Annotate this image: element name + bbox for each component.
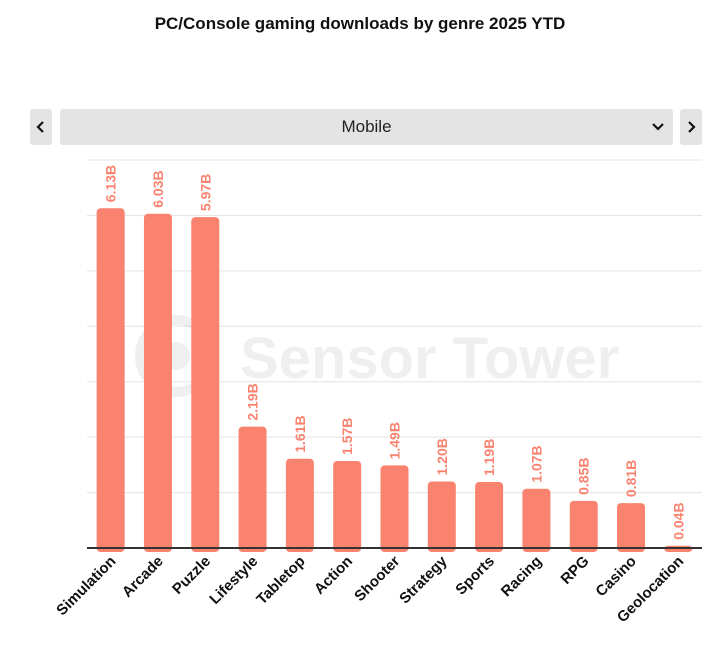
bar-chart: Sensor Tower 6.13B 6.03B 5.97B 2.19B 1.61B 1.…	[53, 159, 702, 626]
platform-dropdown[interactable]: Mobile	[60, 109, 673, 145]
category-label: Strategy	[396, 552, 451, 607]
category-label: Sports	[452, 553, 498, 599]
chevron-left-icon	[36, 121, 44, 133]
value-label: 0.85B	[576, 458, 592, 495]
bar	[617, 503, 646, 552]
chart-title: PC/Console gaming downloads by genre 202…	[154, 14, 566, 33]
value-label: 1.57B	[339, 418, 355, 455]
category-label: Puzzle	[169, 553, 214, 598]
bar	[475, 482, 504, 552]
bar	[569, 500, 598, 552]
value-label: 5.97B	[197, 174, 213, 211]
category-label: Tabletop	[253, 553, 308, 608]
bar	[522, 488, 551, 552]
bar	[143, 213, 172, 552]
value-label: 6.13B	[103, 165, 119, 202]
value-labels: 6.13B 6.03B 5.97B 2.19B 1.61B 1.57B 1.49B 1.20B…	[103, 165, 687, 540]
category-label: Racing	[498, 553, 545, 600]
value-label: 0.04B	[670, 502, 686, 539]
value-label: 0.81B	[623, 460, 639, 497]
bar	[333, 460, 362, 552]
category-label: Shooter	[351, 553, 403, 605]
bar	[427, 481, 456, 552]
bar	[285, 458, 314, 552]
value-label: 1.49B	[387, 422, 403, 459]
bars	[96, 208, 693, 553]
chevron-right-icon	[688, 121, 696, 133]
value-label: 1.07B	[528, 445, 544, 482]
value-label: 1.20B	[434, 438, 450, 475]
category-label: RPG	[558, 553, 593, 588]
category-label: Action	[311, 553, 356, 598]
value-label: 6.03B	[150, 170, 166, 207]
bar	[191, 217, 220, 552]
sensor-tower-watermark: Sensor Tower	[135, 315, 619, 397]
bar	[238, 426, 267, 552]
value-label: 2.19B	[245, 383, 261, 420]
previous-button[interactable]	[30, 109, 52, 145]
watermark-text: Sensor Tower	[240, 326, 619, 391]
category-label: Casino	[592, 553, 639, 600]
next-button[interactable]	[680, 109, 702, 145]
category-label: Arcade	[119, 553, 167, 601]
value-label: 1.61B	[292, 415, 308, 452]
value-label: 1.19B	[481, 439, 497, 476]
chevron-down-icon	[652, 123, 664, 131]
category-label: Lifestyle	[206, 553, 261, 608]
gridlines	[87, 159, 702, 494]
bar	[96, 208, 125, 553]
bar	[380, 465, 409, 552]
platform-dropdown-value: Mobile	[341, 117, 392, 136]
category-label: Simulation	[53, 553, 119, 619]
